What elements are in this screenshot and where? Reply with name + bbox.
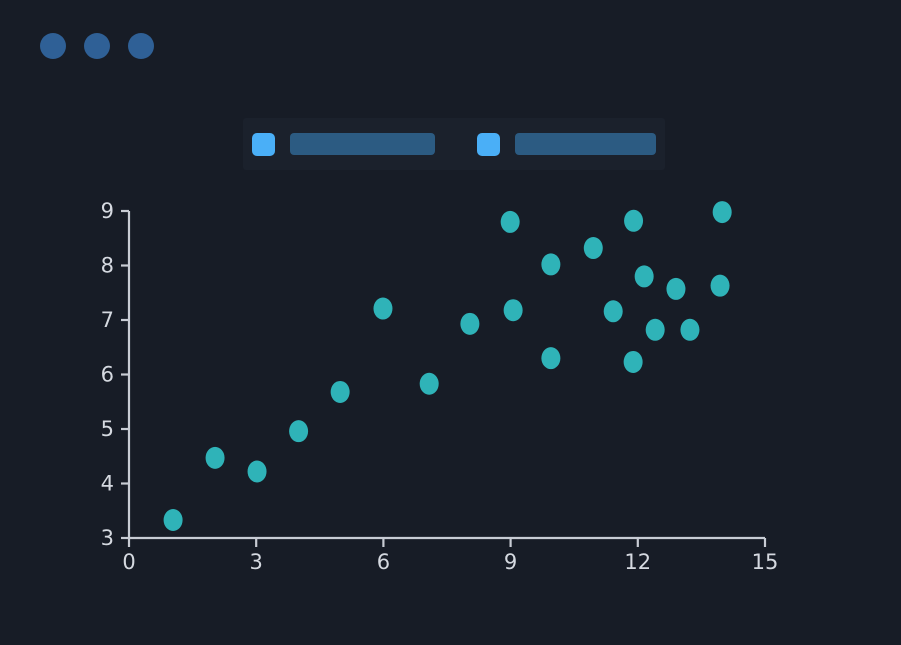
data-point[interactable] [666,277,686,300]
y-tick-label: 8 [101,254,114,278]
legend-label-1 [290,133,435,155]
legend-item-1[interactable] [252,132,435,156]
window-dots [40,33,154,59]
legend-swatch-icon-1 [252,132,275,156]
data-point[interactable] [419,372,439,395]
data-point[interactable] [541,253,561,276]
y-tick-label: 4 [101,472,114,496]
data-point[interactable] [247,460,267,483]
data-point[interactable] [603,300,623,323]
data-point[interactable] [541,347,561,370]
data-point[interactable] [583,237,603,260]
window-dot-1-icon[interactable] [40,33,66,59]
data-point[interactable] [373,297,393,320]
x-tick-label: 9 [504,550,517,574]
data-point[interactable] [330,380,350,403]
y-tick-label: 9 [101,199,114,223]
y-tick-label: 7 [101,308,114,332]
legend-swatch-icon-2 [477,132,500,156]
data-point[interactable] [205,446,225,469]
data-point[interactable] [634,265,654,288]
y-tick-label: 6 [101,363,114,387]
data-point[interactable] [503,299,523,322]
window-dot-3-icon[interactable] [128,33,154,59]
y-tick-label: 5 [101,417,114,441]
data-point[interactable] [289,420,309,443]
data-point[interactable] [500,210,520,233]
data-point[interactable] [163,509,183,532]
x-tick-label: 0 [122,550,135,574]
legend-label-2 [515,133,656,155]
data-point[interactable] [624,209,644,232]
x-tick-label: 15 [752,550,779,574]
data-point[interactable] [710,274,730,297]
data-point[interactable] [623,350,643,373]
y-tick-label: 3 [101,526,114,550]
chart-legend [243,118,665,170]
data-point[interactable] [712,201,732,224]
x-tick-label: 6 [377,550,390,574]
x-tick-label: 12 [624,550,651,574]
legend-item-2[interactable] [477,132,656,156]
data-point[interactable] [645,318,665,341]
window-dot-2-icon[interactable] [84,33,110,59]
data-point[interactable] [680,318,700,341]
data-point[interactable] [460,312,480,335]
x-tick-label: 3 [250,550,263,574]
